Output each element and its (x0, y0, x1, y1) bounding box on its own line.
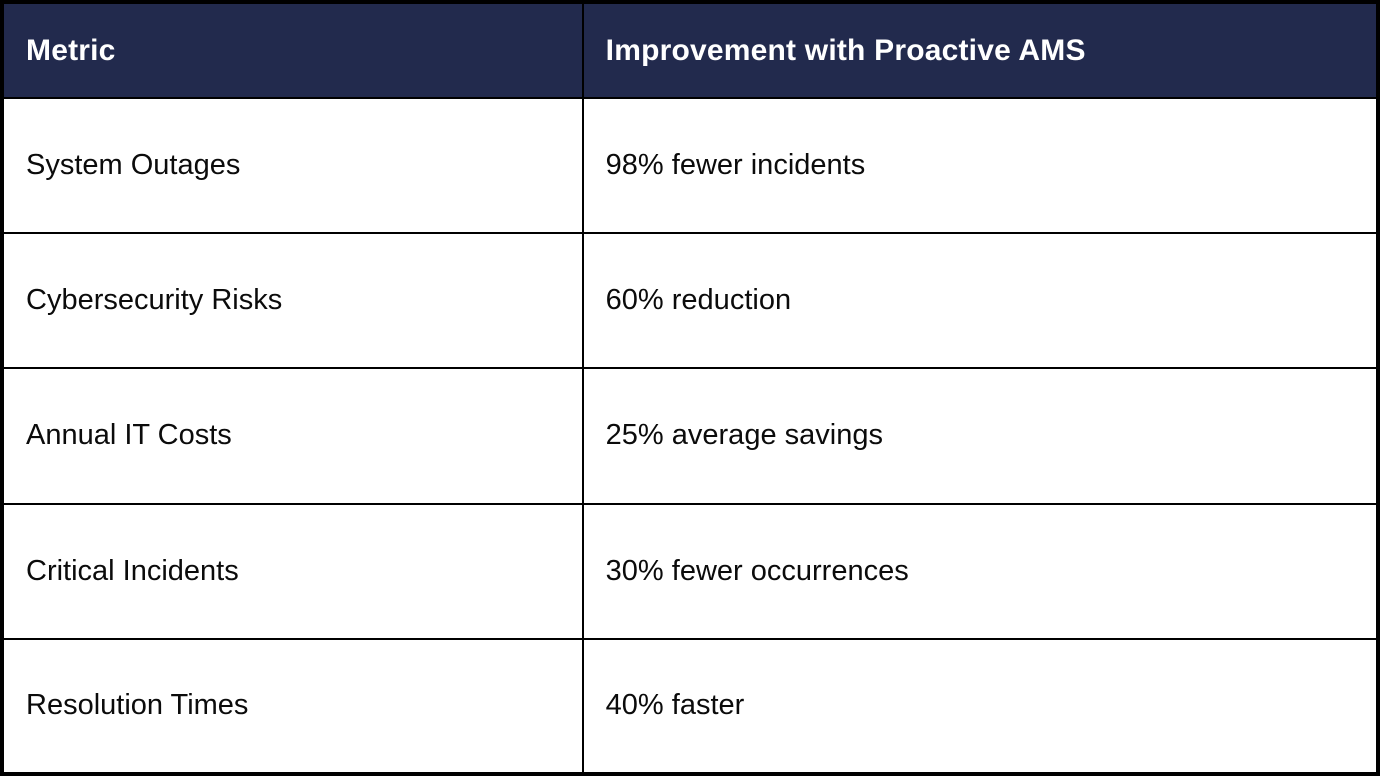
table-row: Resolution Times 40% faster (1, 637, 1380, 776)
cell-improvement: 98% fewer incidents (581, 96, 1380, 235)
cell-improvement: 60% reduction (581, 232, 1380, 370)
cell-metric: Cybersecurity Risks (1, 232, 584, 370)
cell-improvement: 30% fewer occurrences (581, 502, 1380, 640)
table-row: Annual IT Costs 25% average savings (1, 367, 1380, 505)
table-row: Cybersecurity Risks 60% reduction (1, 232, 1380, 370)
cell-metric: Resolution Times (1, 637, 584, 776)
cell-improvement: 40% faster (581, 637, 1380, 776)
table-body: System Outages 98% fewer incidents Cyber… (1, 96, 1380, 776)
table-row: Critical Incidents 30% fewer occurrences (1, 502, 1380, 640)
table-row: System Outages 98% fewer incidents (1, 96, 1380, 235)
cell-metric: Annual IT Costs (1, 367, 584, 505)
cell-metric: Critical Incidents (1, 502, 584, 640)
cell-metric: System Outages (1, 96, 584, 235)
cell-improvement: 25% average savings (581, 367, 1380, 505)
header-cell-metric: Metric (1, 1, 584, 99)
table-header: Metric Improvement with Proactive AMS (1, 1, 1380, 99)
header-row: Metric Improvement with Proactive AMS (1, 1, 1380, 99)
header-cell-improvement: Improvement with Proactive AMS (581, 1, 1380, 99)
